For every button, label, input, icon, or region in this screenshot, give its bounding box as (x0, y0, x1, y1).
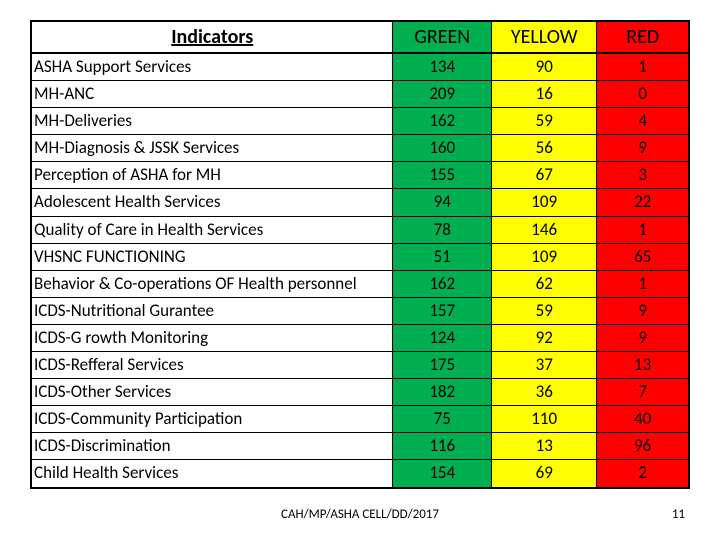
table-row: MH-Deliveries162594 (31, 108, 689, 135)
red-value: 1 (597, 53, 689, 81)
table-row: ICDS-Other Services182367 (31, 379, 689, 406)
table-row: ICDS-G rowth Monitoring124929 (31, 324, 689, 351)
red-value: 7 (597, 379, 689, 406)
yellow-value: 109 (492, 243, 597, 270)
indicator-label: ICDS-Discrimination (31, 433, 393, 460)
green-value: 160 (393, 135, 492, 162)
indicator-label: ICDS-Other Services (31, 379, 393, 406)
red-value: 9 (597, 135, 689, 162)
table-row: ICDS-Discrimination1161396 (31, 433, 689, 460)
table-row: MH-ANC209160 (31, 81, 689, 108)
red-value: 65 (597, 243, 689, 270)
header-indicators: Indicators (31, 21, 393, 53)
yellow-value: 67 (492, 162, 597, 189)
table-row: Adolescent Health Services9410922 (31, 189, 689, 216)
indicator-label: ICDS-Community Participation (31, 406, 393, 433)
indicator-label: ASHA Support Services (31, 53, 393, 81)
red-value: 0 (597, 81, 689, 108)
green-value: 155 (393, 162, 492, 189)
yellow-value: 92 (492, 324, 597, 351)
green-value: 154 (393, 460, 492, 488)
yellow-value: 62 (492, 270, 597, 297)
red-value: 1 (597, 216, 689, 243)
green-value: 75 (393, 406, 492, 433)
indicators-table: Indicators GREEN YELLOW RED ASHA Support… (30, 20, 690, 489)
yellow-value: 37 (492, 352, 597, 379)
red-value: 9 (597, 297, 689, 324)
green-value: 162 (393, 270, 492, 297)
yellow-value: 36 (492, 379, 597, 406)
table-row: Perception of ASHA for MH155673 (31, 162, 689, 189)
yellow-value: 110 (492, 406, 597, 433)
red-value: 4 (597, 108, 689, 135)
yellow-value: 59 (492, 108, 597, 135)
indicator-label: ICDS-Nutritional Gurantee (31, 297, 393, 324)
yellow-value: 69 (492, 460, 597, 488)
table-row: Behavior & Co-operations OF Health perso… (31, 270, 689, 297)
yellow-value: 56 (492, 135, 597, 162)
footer-page-number: 11 (672, 507, 685, 522)
yellow-value: 59 (492, 297, 597, 324)
red-value: 96 (597, 433, 689, 460)
yellow-value: 90 (492, 53, 597, 81)
green-value: 162 (393, 108, 492, 135)
indicator-label: Behavior & Co-operations OF Health perso… (31, 270, 393, 297)
indicator-label: MH-Deliveries (31, 108, 393, 135)
table-row: VHSNC FUNCTIONING5110965 (31, 243, 689, 270)
indicator-label: MH-ANC (31, 81, 393, 108)
green-value: 78 (393, 216, 492, 243)
red-value: 13 (597, 352, 689, 379)
green-value: 182 (393, 379, 492, 406)
table-header-row: Indicators GREEN YELLOW RED (31, 21, 689, 53)
footer-citation: CAH/MP/ASHA CELL/DD/2017 (281, 507, 439, 522)
red-value: 2 (597, 460, 689, 488)
green-value: 175 (393, 352, 492, 379)
yellow-value: 16 (492, 81, 597, 108)
indicator-label: ICDS-G rowth Monitoring (31, 324, 393, 351)
green-value: 124 (393, 324, 492, 351)
indicator-label: VHSNC FUNCTIONING (31, 243, 393, 270)
indicator-label: Perception of ASHA for MH (31, 162, 393, 189)
table-row: ICDS-Nutritional Gurantee157599 (31, 297, 689, 324)
green-value: 51 (393, 243, 492, 270)
red-value: 40 (597, 406, 689, 433)
header-yellow: YELLOW (492, 21, 597, 53)
table-row: Child Health Services154692 (31, 460, 689, 488)
green-value: 134 (393, 53, 492, 81)
indicator-label: Quality of Care in Health Services (31, 216, 393, 243)
header-red: RED (597, 21, 689, 53)
table-row: ICDS-Community Participation7511040 (31, 406, 689, 433)
indicator-label: ICDS-Refferal Services (31, 352, 393, 379)
table-row: ASHA Support Services134901 (31, 53, 689, 81)
yellow-value: 13 (492, 433, 597, 460)
table-row: ICDS-Refferal Services1753713 (31, 352, 689, 379)
green-value: 116 (393, 433, 492, 460)
table-row: Quality of Care in Health Services781461 (31, 216, 689, 243)
green-value: 94 (393, 189, 492, 216)
red-value: 22 (597, 189, 689, 216)
red-value: 3 (597, 162, 689, 189)
header-green: GREEN (393, 21, 492, 53)
table-row: MH-Diagnosis & JSSK Services160569 (31, 135, 689, 162)
yellow-value: 146 (492, 216, 597, 243)
yellow-value: 109 (492, 189, 597, 216)
red-value: 1 (597, 270, 689, 297)
green-value: 157 (393, 297, 492, 324)
red-value: 9 (597, 324, 689, 351)
green-value: 209 (393, 81, 492, 108)
indicator-label: Child Health Services (31, 460, 393, 488)
indicator-label: Adolescent Health Services (31, 189, 393, 216)
indicator-label: MH-Diagnosis & JSSK Services (31, 135, 393, 162)
